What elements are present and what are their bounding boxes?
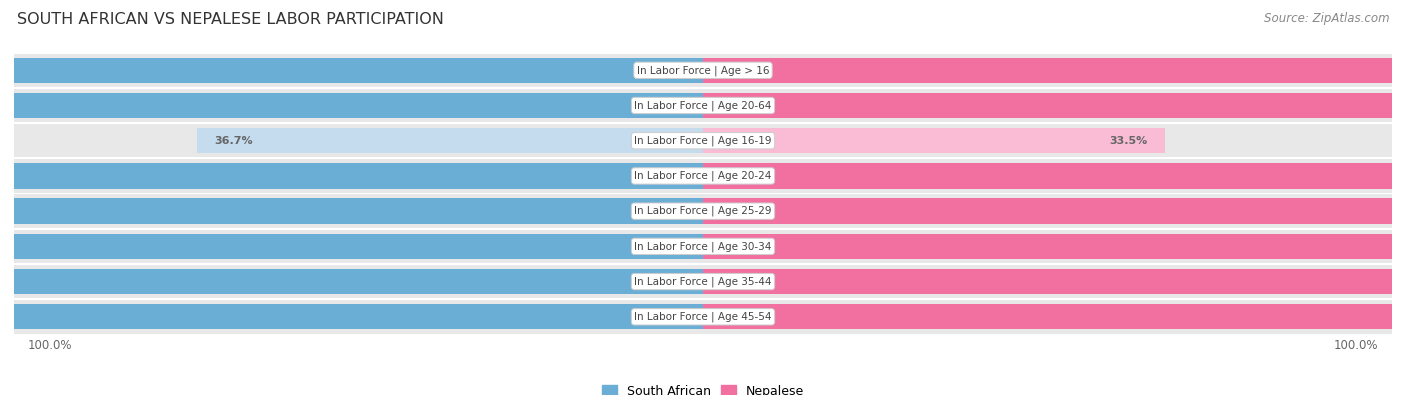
Text: SOUTH AFRICAN VS NEPALESE LABOR PARTICIPATION: SOUTH AFRICAN VS NEPALESE LABOR PARTICIP… xyxy=(17,12,444,27)
Text: 100.0%: 100.0% xyxy=(28,339,72,352)
Text: In Labor Force | Age > 16: In Labor Force | Age > 16 xyxy=(637,65,769,75)
Text: In Labor Force | Age 35-44: In Labor Force | Age 35-44 xyxy=(634,276,772,287)
Bar xyxy=(14,54,1392,87)
Bar xyxy=(197,128,703,153)
Text: In Labor Force | Age 30-34: In Labor Force | Age 30-34 xyxy=(634,241,772,252)
Bar xyxy=(0,269,703,294)
Bar xyxy=(703,93,1406,118)
Bar xyxy=(703,58,1406,83)
Bar xyxy=(703,128,1164,153)
Bar xyxy=(14,159,1392,193)
Bar xyxy=(0,93,703,118)
Text: 36.7%: 36.7% xyxy=(214,136,253,146)
Text: In Labor Force | Age 25-29: In Labor Force | Age 25-29 xyxy=(634,206,772,216)
Bar xyxy=(703,198,1406,224)
Text: In Labor Force | Age 45-54: In Labor Force | Age 45-54 xyxy=(634,312,772,322)
Text: In Labor Force | Age 20-24: In Labor Force | Age 20-24 xyxy=(634,171,772,181)
Bar xyxy=(14,89,1392,122)
Bar xyxy=(703,234,1406,259)
Text: 33.5%: 33.5% xyxy=(1109,136,1149,146)
Bar xyxy=(0,304,703,329)
Bar xyxy=(703,269,1406,294)
Bar xyxy=(14,229,1392,263)
Bar xyxy=(0,163,703,189)
Bar xyxy=(703,304,1406,329)
Bar xyxy=(0,198,703,224)
Bar xyxy=(0,234,703,259)
Legend: South African, Nepalese: South African, Nepalese xyxy=(602,385,804,395)
Text: In Labor Force | Age 20-64: In Labor Force | Age 20-64 xyxy=(634,100,772,111)
Bar xyxy=(14,124,1392,158)
Bar xyxy=(14,194,1392,228)
Text: Source: ZipAtlas.com: Source: ZipAtlas.com xyxy=(1264,12,1389,25)
Text: 100.0%: 100.0% xyxy=(1334,339,1378,352)
Bar xyxy=(703,163,1406,189)
Bar xyxy=(14,265,1392,298)
Bar xyxy=(14,300,1392,333)
Text: In Labor Force | Age 16-19: In Labor Force | Age 16-19 xyxy=(634,135,772,146)
Bar xyxy=(0,58,703,83)
